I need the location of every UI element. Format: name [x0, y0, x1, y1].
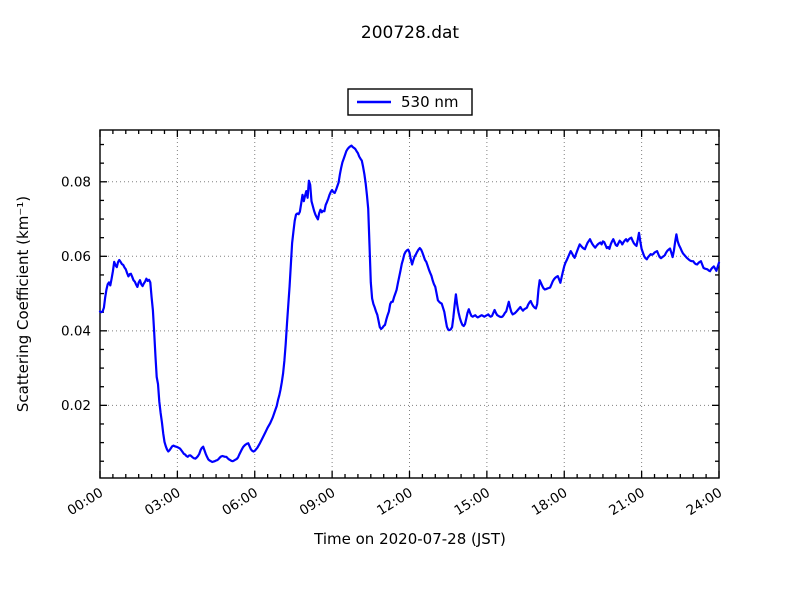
y-axis-label: Scattering Coefficient (km⁻¹) — [14, 196, 32, 412]
x-tick-label: 24:00 — [684, 485, 725, 519]
x-tick-label: 21:00 — [606, 485, 647, 519]
y-tick-label: 0.06 — [61, 249, 91, 265]
y-tick-label: 0.04 — [61, 323, 91, 339]
x-tick-label: 03:00 — [142, 485, 183, 519]
plot-area: 00:00 03:00 06:00 09:00 12:00 15:00 18:00 21:00… — [61, 129, 725, 519]
legend: 530 nm — [347, 88, 473, 116]
legend-label: 530 nm — [401, 93, 459, 111]
x-tick-label: 00:00 — [65, 485, 106, 519]
chart-title: 200728.dat — [361, 23, 460, 43]
x-tick-label: 18:00 — [529, 485, 570, 519]
x-tick-label: 12:00 — [374, 485, 415, 519]
y-tick-label: 0.08 — [61, 174, 91, 190]
x-tick-label: 09:00 — [297, 485, 338, 519]
x-tick-label: 15:00 — [452, 485, 493, 519]
data-line-530nm — [98, 144, 721, 464]
x-axis-label: Time on 2020-07-28 (JST) — [313, 530, 506, 548]
y-tick-label: 0.02 — [61, 398, 91, 414]
x-tick-label: 06:00 — [219, 485, 260, 519]
